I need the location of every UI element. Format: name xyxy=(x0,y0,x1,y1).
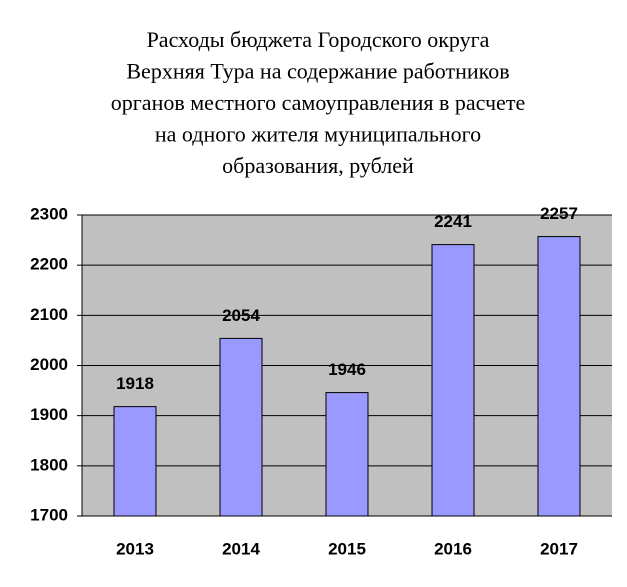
bar xyxy=(431,244,475,517)
bar xyxy=(325,392,369,517)
x-tick-label: 2017 xyxy=(540,539,578,558)
y-tick-label: 1700 xyxy=(30,505,68,524)
y-tick-label: 1900 xyxy=(30,405,68,424)
bar xyxy=(537,236,581,517)
y-tick-label: 2100 xyxy=(30,305,68,324)
chart-title: органов местного самоуправления в расчет… xyxy=(111,90,525,115)
chart-title: на одного жителя муниципального xyxy=(155,122,481,147)
data-label: 2054 xyxy=(222,306,260,325)
x-tick-label: 2015 xyxy=(328,539,366,558)
bar xyxy=(219,337,263,517)
data-label: 1918 xyxy=(116,374,154,393)
y-tick-label: 2000 xyxy=(30,355,68,374)
x-tick-label: 2016 xyxy=(434,539,472,558)
chart-title: Верхняя Тура на содержание работников xyxy=(126,59,509,84)
y-tick-label: 1800 xyxy=(30,455,68,474)
chart-title: Расходы бюджета Городского округа xyxy=(147,27,490,52)
x-tick-label: 2014 xyxy=(222,539,260,558)
y-tick-label: 2300 xyxy=(30,204,68,223)
chart-title: образования, рублей xyxy=(222,153,414,178)
bar xyxy=(113,406,157,517)
data-label: 1946 xyxy=(328,360,366,379)
x-tick-label: 2013 xyxy=(116,539,154,558)
data-label: 2257 xyxy=(540,204,578,223)
y-tick-label: 2200 xyxy=(30,255,68,274)
data-label: 2241 xyxy=(434,212,472,231)
